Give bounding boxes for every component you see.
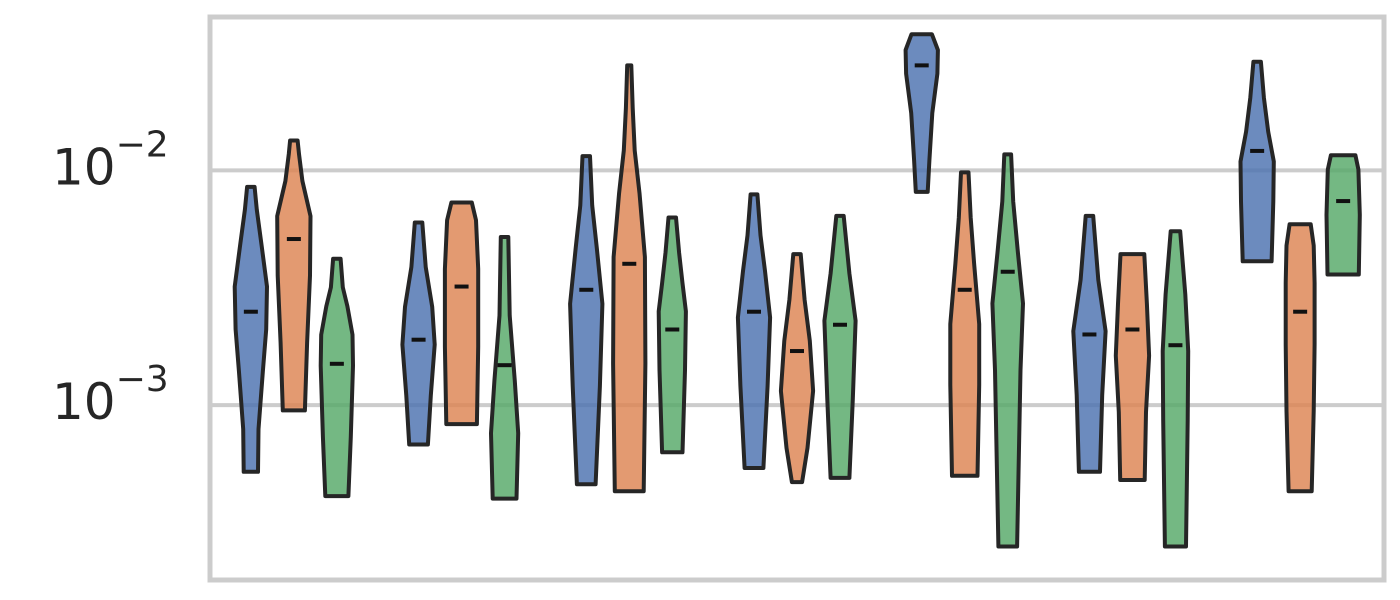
violin-body xyxy=(990,152,1025,549)
violin-body xyxy=(318,256,355,499)
violin-body xyxy=(778,252,816,485)
violin-body xyxy=(1324,153,1362,277)
y-tick-label: 10−3 xyxy=(52,359,169,431)
violin-body xyxy=(822,213,858,480)
violin-body xyxy=(1113,252,1152,482)
violin-body xyxy=(903,32,940,194)
violin-body xyxy=(442,200,481,427)
y-tick-base: 10 xyxy=(52,373,116,431)
violin-groups xyxy=(232,32,1362,549)
violin-body xyxy=(1071,213,1108,474)
violin-body xyxy=(400,220,437,447)
violin-body xyxy=(489,235,521,501)
violin-group-4 xyxy=(735,192,858,485)
violin-body xyxy=(1283,222,1317,494)
violin-body xyxy=(735,192,773,470)
y-tick-base: 10 xyxy=(52,138,116,196)
violin-body xyxy=(568,154,605,487)
violin-body xyxy=(1238,59,1276,264)
y-tick-labels: 10−310−2 xyxy=(52,124,169,431)
y-tick-label: 10−2 xyxy=(52,124,169,196)
violin-group-7 xyxy=(1238,59,1362,494)
violin-group-3 xyxy=(568,63,688,494)
violin-group-5 xyxy=(903,32,1025,549)
violin-body xyxy=(656,215,688,455)
violin-group-6 xyxy=(1071,213,1191,549)
violin-body xyxy=(275,138,313,413)
violin-body xyxy=(611,63,648,494)
violin-group-2 xyxy=(400,200,521,501)
violin-group-1 xyxy=(232,138,355,499)
y-tick-exponent: −2 xyxy=(116,124,169,165)
y-tick-exponent: −3 xyxy=(116,359,169,400)
violin-body xyxy=(232,184,269,474)
violin-body xyxy=(1160,229,1191,549)
violin-body xyxy=(948,170,982,478)
plot-frame xyxy=(207,14,1387,583)
